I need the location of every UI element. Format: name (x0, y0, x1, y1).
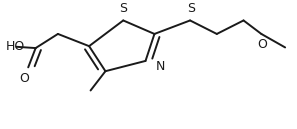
Text: O: O (19, 72, 29, 85)
Text: S: S (187, 2, 195, 15)
Text: S: S (119, 2, 127, 15)
Text: N: N (156, 60, 165, 72)
Text: HO: HO (6, 40, 25, 53)
Text: O: O (257, 38, 267, 51)
